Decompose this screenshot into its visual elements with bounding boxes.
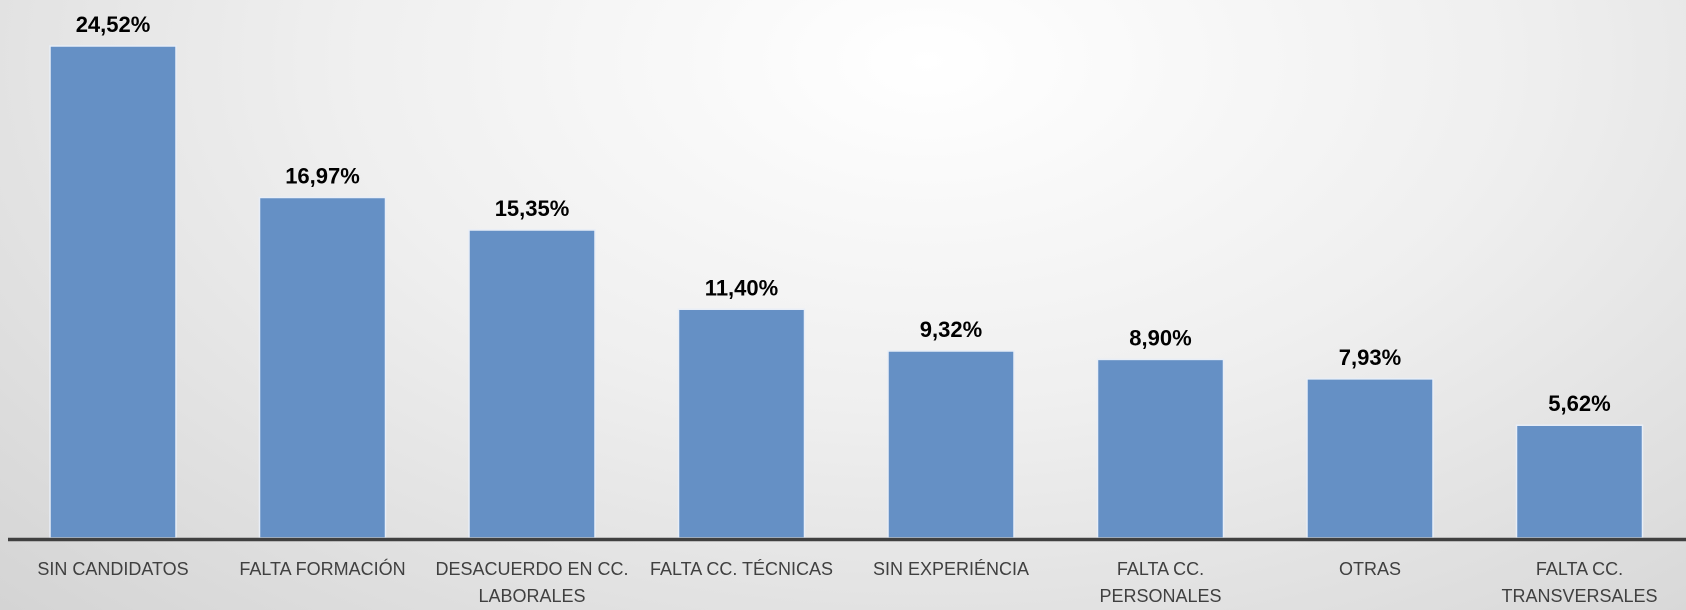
value-label: 5,62%: [1548, 391, 1610, 416]
x-tick-label: SIN EXPERIÉNCIA: [872, 559, 1030, 579]
value-label: 7,93%: [1339, 345, 1401, 370]
x-tick-label: DESACUERDO EN CC. LABORALES: [435, 559, 629, 606]
value-label: 9,32%: [920, 317, 982, 342]
bar: [49, 45, 177, 539]
x-tick-label: SIN CANDIDATOS: [37, 559, 189, 579]
bar: [258, 196, 387, 539]
value-label: 16,97%: [285, 163, 360, 188]
x-tick-label: FALTA CC. PERSONALES: [1099, 559, 1222, 606]
x-tick-label: FALTA FORMACIÓN: [239, 559, 406, 579]
bar: [1096, 358, 1225, 539]
bar: [677, 308, 806, 539]
bar: [1306, 378, 1434, 539]
value-label: 15,35%: [495, 196, 570, 221]
bar: [468, 229, 596, 539]
bar: [1515, 424, 1644, 539]
value-label: 11,40%: [705, 275, 778, 300]
x-tick-label: OTRAS: [1338, 559, 1401, 579]
value-label: 24,52%: [76, 12, 151, 37]
x-tick-label: FALTA CC. TÉCNICAS: [649, 559, 834, 579]
value-label: 8,90%: [1129, 325, 1191, 350]
x-tick-label: FALTA CC. TRANSVERSALES: [1501, 559, 1658, 606]
bar: [887, 350, 1015, 539]
